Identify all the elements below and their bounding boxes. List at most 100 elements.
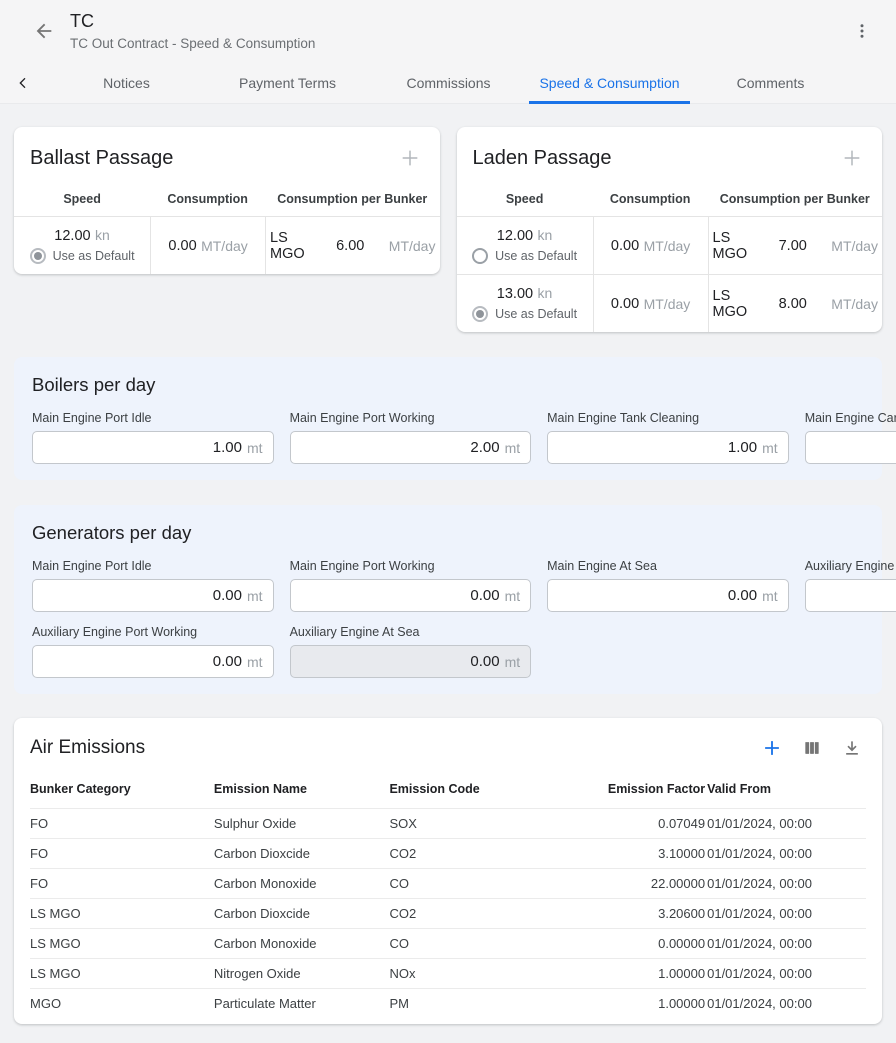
table-row[interactable]: FO Carbon Monoxide CO 22.00000 01/01/202… [30,868,866,898]
field-label: Main Engine Port Working [289,411,435,425]
consumption-field: Main Engine Port Idle mt [32,559,274,612]
field-input-box: mt [32,431,274,464]
tab-notices[interactable]: Notices [103,74,150,91]
column-header-consumption: Consumption [167,192,248,206]
tab-payment-terms[interactable]: Payment Terms [239,74,336,91]
consumption-value: 0.00 [610,295,640,312]
field-unit: mt [247,653,263,670]
consumption-field: Main Engine Port Idle mt [32,411,274,464]
field-input[interactable] [300,439,500,456]
cell-bunker-category: LS MGO [30,966,81,981]
field-input[interactable] [43,587,242,604]
speed-value: 13.00 [496,286,534,302]
table-row[interactable]: MGO Particulate Matter PM 1.00000 01/01/… [30,988,866,1018]
bunker-consumption-unit: MT/day [831,237,878,254]
column-header-valid-from: Valid From [707,782,772,796]
use-as-default-label: Use as Default [52,249,135,263]
emissions-table-header: Bunker Category Emission Name Emission C… [30,762,866,808]
cell-bunker-category: MGO [30,996,62,1011]
add-emission-button[interactable] [758,734,786,762]
cell-emission-name: Particulate Matter [213,996,316,1011]
passage-column-headers: Speed Consumption Consumption per Bunker [14,174,440,216]
consumption-field: Auxiliary Engine Port Working mt [32,625,274,678]
cell-emission-code: CO2 [389,906,417,921]
field-unit: mt [504,439,521,456]
field-label: Main Engine Tank Cleaning [547,411,700,425]
cell-valid-from: 01/01/2024, 00:00 [707,966,812,981]
field-label: Auxiliary Engine At Sea [289,625,420,639]
field-input[interactable] [558,439,758,456]
table-row[interactable]: LS MGO Carbon Dioxcide CO2 3.20600 01/01… [30,898,866,928]
column-header-consumption-per-bunker: Consumption per Bunker [719,192,870,206]
field-input-box: mt [547,431,789,464]
consumption-field: Main Engine Tank Cleaning mt [547,411,789,464]
plus-icon [399,147,421,169]
field-unit: mt [504,587,521,604]
field-input-box: mt [289,645,532,678]
page-content: Ballast Passage Speed Consumption Consum… [0,104,896,1038]
consumption-value: 0.00 [168,237,197,254]
table-row[interactable]: FO Carbon Dioxcide CO2 3.10000 01/01/202… [30,838,866,868]
tab-comments[interactable]: Comments [736,74,805,91]
bunker-consumption-value: 7.00 [778,237,807,254]
back-button[interactable] [28,15,60,47]
add-speed-row-button[interactable] [838,144,866,172]
chevron-left-icon [15,75,31,91]
cell-bunker-category: FO [30,876,49,891]
bunker-consumption-value: 6.00 [336,237,365,254]
add-speed-row-button[interactable] [396,144,424,172]
field-input[interactable] [43,653,242,670]
cell-emission-code: PM [389,996,409,1011]
use-as-default-radio[interactable] [472,248,489,264]
passage-row: 12.00 kn Use as Default 0.00 MT/day LS M… [456,216,882,274]
field-input-box: mt [804,431,896,464]
tab-bar: Notices Payment Terms Commissions Speed … [0,62,896,104]
consumption-value: 0.00 [610,237,640,254]
bunker-consumption-value: 8.00 [778,295,807,312]
field-input[interactable] [815,439,896,456]
consumption-field: Main Engine Port Working mt [289,411,532,464]
speed-unit: kn [537,285,553,301]
field-label: Auxiliary Engine Port Idle [804,559,896,573]
cell-emission-code: CO [389,876,409,891]
cell-bunker-category: FO [30,816,49,831]
more-options-button[interactable] [844,13,880,49]
column-settings-button[interactable] [798,734,826,762]
table-row[interactable]: FO Sulphur Oxide SOX 0.07049 01/01/2024,… [30,808,866,838]
table-row[interactable]: LS MGO Carbon Monoxide CO 0.00000 01/01/… [30,928,866,958]
tabs-scroll-left-button[interactable] [0,62,46,103]
use-as-default-label: Use as Default [495,307,578,321]
tab-speed-consumption[interactable]: Speed & Consumption [529,62,690,104]
column-header-consumption-per-bunker: Consumption per Bunker [277,192,428,206]
use-as-default-radio[interactable] [29,248,46,264]
bunker-consumption-unit: MT/day [388,237,436,254]
field-unit: mt [247,439,263,456]
passage-column-headers: Speed Consumption Consumption per Bunker [457,174,883,216]
cell-emission-factor: 0.00000 [658,936,706,951]
cell-emission-name: Nitrogen Oxide [213,966,301,981]
consumption-cell: 0.00 MT/day [592,217,708,274]
field-input[interactable] [815,587,896,604]
use-as-default-radio[interactable] [472,306,489,322]
table-row[interactable]: LS MGO Nitrogen Oxide NOx 1.00000 01/01/… [30,958,866,988]
app-header: TC TC Out Contract - Speed & Consumption [0,0,896,62]
field-input[interactable] [300,587,500,604]
bunker-grade: LS MGO [712,229,748,262]
download-button[interactable] [838,734,866,762]
cell-valid-from: 01/01/2024, 00:00 [707,846,812,861]
consumption-field: Auxiliary Engine At Sea mt [289,625,532,678]
plus-icon [841,147,863,169]
cell-emission-factor: 1.00000 [658,966,706,981]
passage-row: 13.00 kn Use as Default 0.00 MT/day LS M… [456,274,882,332]
field-input[interactable] [43,439,242,456]
cell-emission-name: Carbon Dioxcide [213,906,311,921]
use-as-default-label: Use as Default [495,249,578,263]
field-label: Main Engine Port Idle [32,559,152,573]
column-header-emission-factor: Emission Factor [607,782,706,796]
field-input[interactable] [558,587,758,604]
column-header-consumption: Consumption [609,192,691,206]
cell-emission-name: Sulphur Oxide [213,816,297,831]
cell-emission-code: CO [389,936,409,951]
tab-commissions[interactable]: Commissions [406,74,491,91]
page-subtitle: TC Out Contract - Speed & Consumption [70,35,316,51]
